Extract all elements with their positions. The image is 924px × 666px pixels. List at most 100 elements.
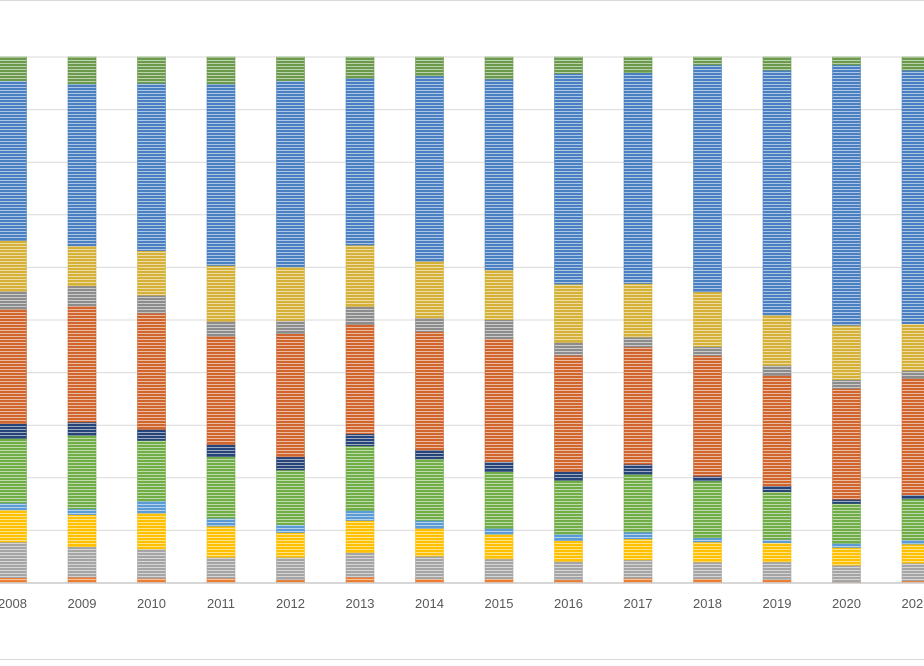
bar-segment-2009-series-6 xyxy=(67,421,97,436)
bar-segment-2018-series-4 xyxy=(693,537,722,543)
bar-segment-2013-series-4 xyxy=(345,510,375,521)
x-tick-label-2013: 2013 xyxy=(346,596,375,611)
bar-segment-2010-series-3 xyxy=(137,512,166,550)
bar-segment-2014-series-11 xyxy=(415,56,444,77)
bar-segment-2017-series-6 xyxy=(623,463,653,475)
bar-segment-2011-series-11 xyxy=(206,56,236,85)
x-tick-label-2010: 2010 xyxy=(137,596,166,611)
bar-segment-2015-series-4 xyxy=(484,528,514,535)
bar-segment-2011-series-1 xyxy=(206,577,236,584)
bar-segment-2016-series-2 xyxy=(554,561,583,581)
bar-segment-2018-series-6 xyxy=(693,475,722,482)
bar-segment-2020-series-9 xyxy=(832,324,861,380)
bar-segment-2015-series-11 xyxy=(484,56,514,80)
x-tick-label-2017: 2017 xyxy=(624,596,653,611)
bar-segment-2018-series-3 xyxy=(693,541,722,563)
bar-segment-2011-series-5 xyxy=(206,456,236,519)
bar-segment-2008-series-10 xyxy=(0,80,27,241)
bar-segment-2014-series-1 xyxy=(415,578,444,584)
bar-segment-2018-series-2 xyxy=(693,561,722,580)
bar-segment-2019-series-7 xyxy=(762,375,792,487)
bar-segment-2021-series-9 xyxy=(901,323,924,371)
x-tick-label-2021: 2021 xyxy=(902,596,924,611)
x-tick-label-2019: 2019 xyxy=(763,596,792,611)
bar-segment-2019-series-2 xyxy=(762,561,792,581)
bar-segment-2020-series-11 xyxy=(832,56,861,66)
bar-segment-2017-series-3 xyxy=(623,538,653,561)
x-tick-label-2018: 2018 xyxy=(693,596,722,611)
bar-segment-2011-series-2 xyxy=(206,556,236,579)
bar-segment-2008-series-6 xyxy=(0,423,27,439)
bar-segment-2017-series-2 xyxy=(623,559,653,579)
bar-segment-2011-series-8 xyxy=(206,321,236,337)
bar-segment-2009-series-3 xyxy=(67,514,97,548)
bar-segment-2018-series-10 xyxy=(693,64,722,293)
bar-segment-2013-series-7 xyxy=(345,324,375,435)
bar-segment-2008-series-3 xyxy=(0,509,27,543)
bar-segment-2019-series-8 xyxy=(762,365,792,376)
bar-segment-2017-series-9 xyxy=(623,283,653,338)
bar-segment-2019-series-10 xyxy=(762,69,792,316)
bars xyxy=(0,56,924,584)
bar-segment-2009-series-2 xyxy=(67,546,97,578)
bar-segment-2010-series-10 xyxy=(137,83,166,251)
bar-segment-2020-series-8 xyxy=(832,379,861,389)
bar-segment-2012-series-3 xyxy=(276,532,305,558)
bar-segment-2015-series-9 xyxy=(484,269,514,321)
bar-segment-2012-series-6 xyxy=(276,456,305,471)
bar-segment-2017-series-8 xyxy=(623,336,653,348)
bar-segment-2018-series-8 xyxy=(693,346,722,356)
bar-segment-2017-series-1 xyxy=(623,577,653,584)
bar-segment-2018-series-5 xyxy=(693,480,722,539)
bar-segment-2021-series-3 xyxy=(901,543,924,564)
bar-segment-2014-series-5 xyxy=(415,458,444,521)
bar-segment-2012-series-10 xyxy=(276,80,305,268)
bar-segment-2013-series-8 xyxy=(345,306,375,325)
x-tick-label-2012: 2012 xyxy=(276,596,305,611)
bar-segment-2015-series-6 xyxy=(484,461,514,472)
bar-segment-2013-series-5 xyxy=(345,445,375,511)
bar-segment-2008-series-8 xyxy=(0,290,27,310)
x-tick-label-2015: 2015 xyxy=(485,596,514,611)
bar-segment-2014-series-3 xyxy=(415,527,444,557)
bar-segment-2014-series-7 xyxy=(415,331,444,451)
bar-segment-2012-series-8 xyxy=(276,320,305,334)
bar-segment-2021-series-4 xyxy=(901,539,924,545)
bar-segment-2011-series-3 xyxy=(206,525,236,558)
bar-segment-2012-series-7 xyxy=(276,333,305,458)
bar-segment-2013-series-10 xyxy=(345,77,375,246)
bar-segment-2019-series-6 xyxy=(762,485,792,493)
bar-segment-2019-series-11 xyxy=(762,56,792,71)
bar-segment-2017-series-7 xyxy=(623,346,653,465)
bar-segment-2020-series-7 xyxy=(832,388,861,500)
bar-segment-2016-series-8 xyxy=(554,342,583,356)
bar-segment-2013-series-11 xyxy=(345,56,375,79)
bar-segment-2016-series-6 xyxy=(554,471,583,481)
bar-segment-2014-series-10 xyxy=(415,75,444,262)
bar-segment-2010-series-6 xyxy=(137,429,166,441)
bar-segment-2013-series-6 xyxy=(345,433,375,447)
bar-segment-2011-series-9 xyxy=(206,265,236,322)
bar-segment-2021-series-10 xyxy=(901,69,924,324)
bar-segment-2011-series-7 xyxy=(206,335,236,445)
bar-segment-2010-series-7 xyxy=(137,312,166,430)
bar-segment-2013-series-3 xyxy=(345,520,375,553)
bar-segment-2012-series-4 xyxy=(276,524,305,533)
x-tick-label-2009: 2009 xyxy=(68,596,97,611)
bar-segment-2013-series-9 xyxy=(345,244,375,307)
bar-segment-2016-series-3 xyxy=(554,540,583,562)
bar-segment-2018-series-9 xyxy=(693,291,722,347)
bar-segment-2016-series-10 xyxy=(554,73,583,285)
bar-segment-2014-series-2 xyxy=(415,555,444,580)
bar-segment-2010-series-9 xyxy=(137,250,166,296)
bar-segment-2011-series-6 xyxy=(206,444,236,457)
bar-segment-2019-series-4 xyxy=(762,539,792,543)
x-tick-label-2011: 2011 xyxy=(207,596,235,611)
bar-segment-2011-series-4 xyxy=(206,517,236,527)
bar-segment-2015-series-7 xyxy=(484,338,514,462)
bar-segment-2015-series-1 xyxy=(484,578,514,584)
bar-segment-2010-series-11 xyxy=(137,56,166,84)
bar-segment-2013-series-1 xyxy=(345,576,375,584)
bar-segment-2011-series-10 xyxy=(206,83,236,266)
